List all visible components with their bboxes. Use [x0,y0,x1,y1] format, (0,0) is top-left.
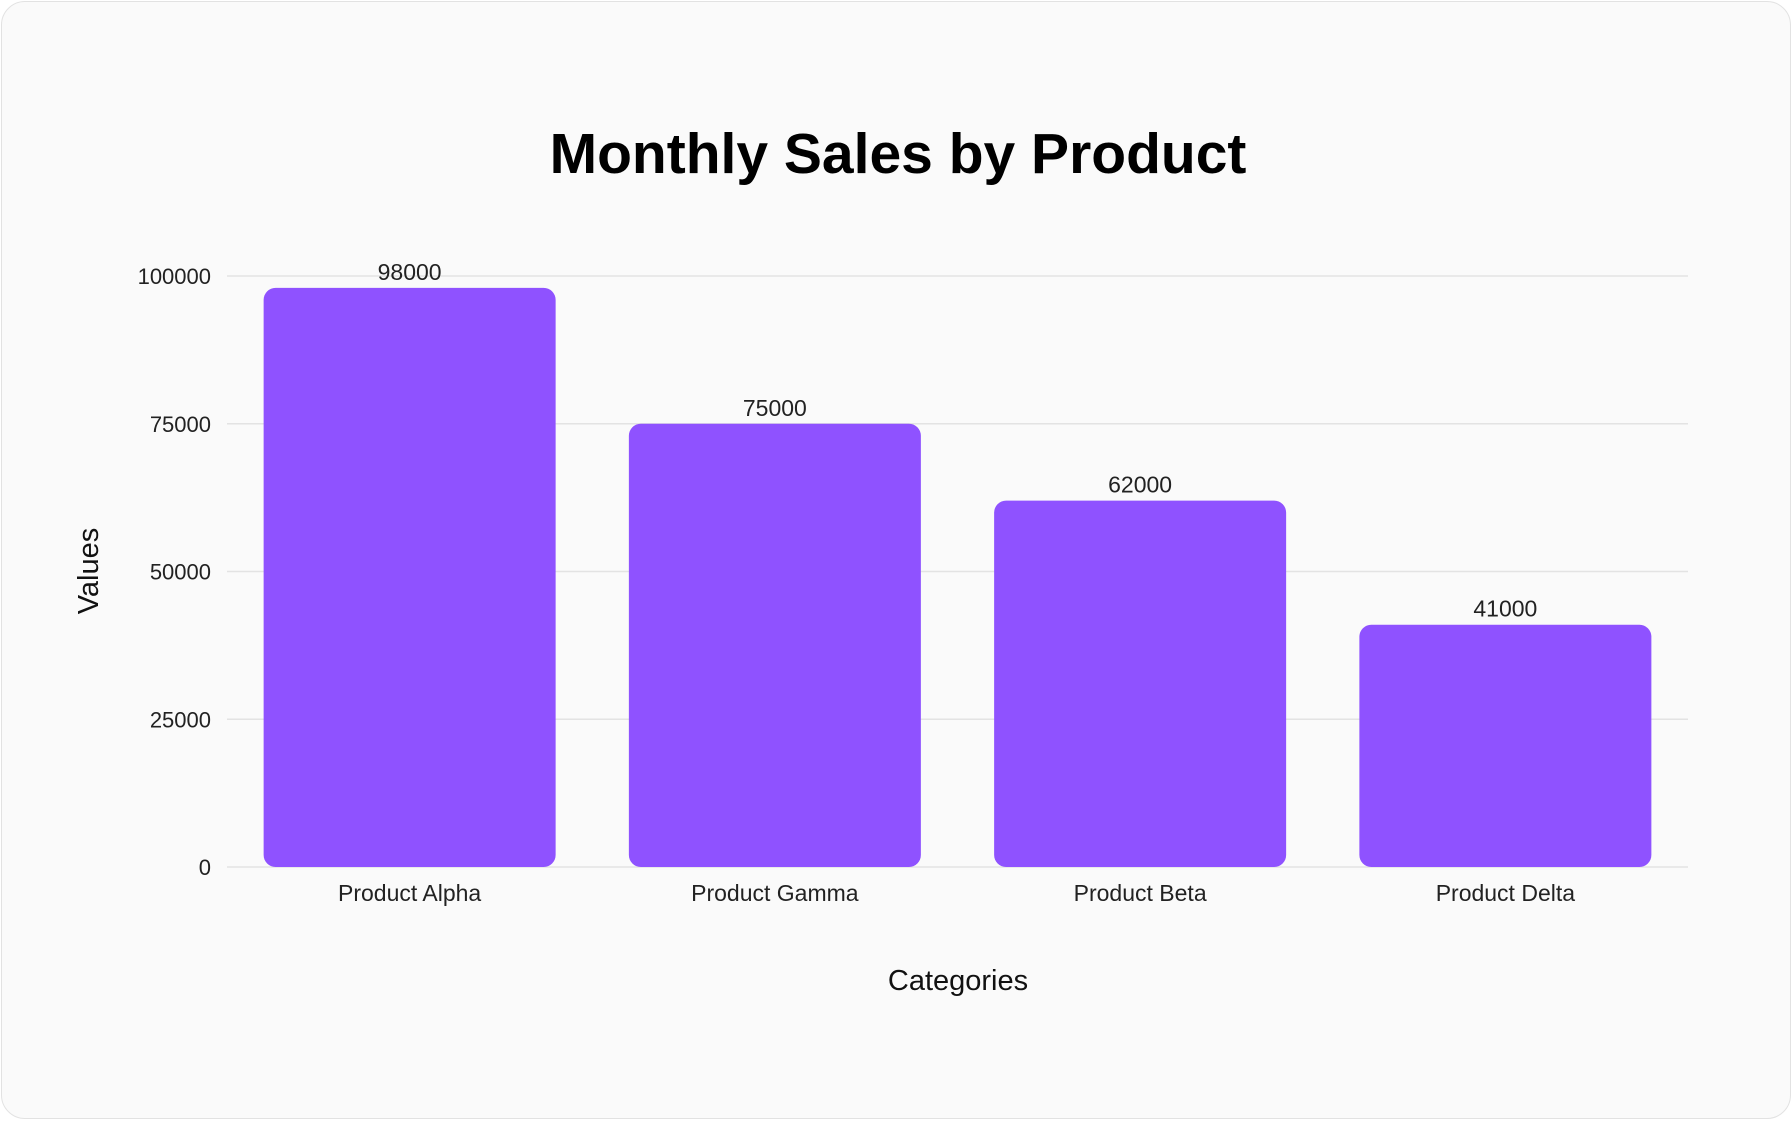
y-tick-label: 50000 [150,560,211,585]
data-label: 98000 [378,259,442,285]
y-tick-label: 0 [199,855,211,880]
x-tick-label: Product Beta [1074,880,1207,906]
bar[interactable] [628,423,921,867]
data-label: 75000 [743,395,807,421]
bar[interactable] [994,500,1287,867]
x-axis-label: Categories [888,965,1028,997]
x-tick-label: Product Alpha [338,880,481,906]
y-axis-label: Values [73,528,105,615]
y-tick-label: 75000 [150,412,211,437]
data-label: 41000 [1473,596,1537,622]
bar[interactable] [263,287,556,867]
chart-title: Monthly Sales by Product [550,122,1247,186]
y-tick-label: 100000 [138,264,211,289]
x-tick-label: Product Delta [1436,880,1576,906]
y-tick-label: 25000 [150,707,211,732]
data-label: 62000 [1108,472,1172,498]
bar[interactable] [1359,624,1652,867]
x-tick-label: Product Gamma [691,880,859,906]
